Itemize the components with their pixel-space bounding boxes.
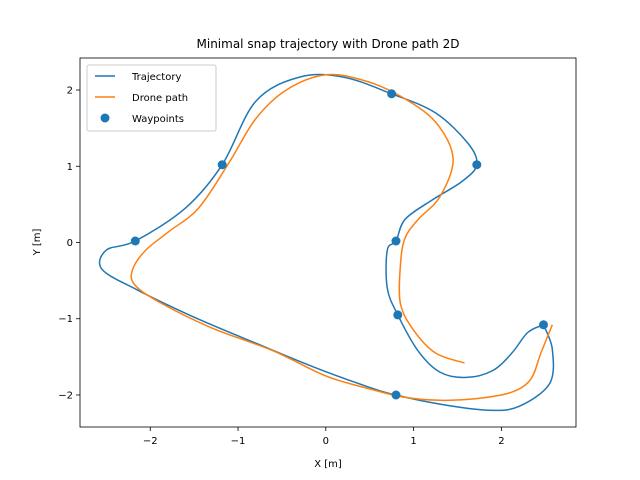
x-tick-label: −2	[143, 436, 158, 447]
waypoint-marker-5	[387, 89, 396, 98]
waypoint-marker-6	[472, 160, 481, 169]
waypoint-marker-7	[392, 237, 401, 246]
legend-drone-path-label: Drone path	[132, 93, 188, 104]
y-tick-label: 1	[67, 162, 73, 173]
y-tick-label: −2	[58, 390, 73, 401]
waypoint-marker-3	[131, 237, 140, 246]
legend-waypoints-label: Waypoints	[132, 114, 184, 125]
x-tick-label: −1	[231, 436, 246, 447]
waypoint-marker-2	[392, 391, 401, 400]
legend: Trajectory Drone path Waypoints	[87, 65, 216, 131]
y-tick-label: −1	[58, 314, 73, 325]
x-axis-label: X [m]	[314, 459, 342, 470]
waypoint-marker-4	[218, 160, 227, 169]
x-tick-label: 1	[410, 436, 416, 447]
legend-trajectory-label: Trajectory	[131, 72, 181, 83]
x-tick-label: 0	[323, 436, 329, 447]
x-tick-label: 2	[498, 436, 504, 447]
chart-title: Minimal snap trajectory with Drone path …	[197, 37, 460, 51]
waypoint-marker-8	[393, 310, 402, 319]
y-axis-label: Y [m]	[32, 228, 43, 256]
legend-waypoints-swatch	[101, 114, 110, 123]
y-tick-label: 2	[67, 86, 73, 97]
waypoint-marker-1	[539, 320, 548, 329]
y-tick-label: 0	[67, 238, 73, 249]
